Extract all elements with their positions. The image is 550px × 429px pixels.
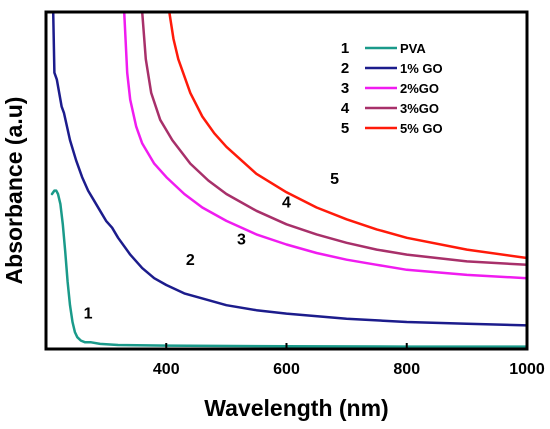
x-tick-label-600: 600 (273, 361, 300, 378)
legend-label-5: 5% GO (400, 121, 443, 136)
legend-label-2: 1% GO (400, 61, 443, 76)
curve-label-5: 5 (330, 171, 339, 188)
legend-number-1: 1 (341, 40, 349, 57)
legend-number-2: 2 (341, 60, 349, 77)
series-line-3 (122, 12, 527, 280)
series-line-2 (51, 12, 527, 327)
curve-label-2: 2 (186, 252, 195, 269)
legend-number-3: 3 (341, 80, 349, 97)
curve-labels-group: 1 2 3 4 5 (84, 171, 340, 323)
y-axis-title: Absorbance (a.u) (1, 97, 27, 285)
series-line-5 (168, 12, 527, 260)
x-axis-ticks: 400 600 800 1000 (153, 343, 545, 378)
curve-label-4: 4 (282, 194, 291, 211)
curve-label-3: 3 (237, 232, 246, 249)
legend-label-1: PVA (400, 41, 426, 56)
plot-frame (44, 10, 529, 351)
series-line-4 (140, 12, 527, 267)
x-tick-label-1000: 1000 (509, 361, 545, 378)
curves-group (50, 12, 527, 348)
legend-label-4: 3%GO (400, 101, 439, 116)
legend: 1 PVA 2 1% GO 3 2%GO 4 3%GO 5 5% GO (341, 40, 443, 137)
x-tick-label-400: 400 (153, 361, 180, 378)
legend-number-5: 5 (341, 120, 349, 137)
curve-label-1: 1 (84, 306, 93, 323)
legend-number-4: 4 (341, 100, 350, 117)
series-line-1 (50, 189, 527, 348)
legend-label-3: 2%GO (400, 81, 439, 96)
x-tick-label-800: 800 (393, 361, 420, 378)
x-axis-title: Wavelength (nm) (204, 395, 388, 421)
